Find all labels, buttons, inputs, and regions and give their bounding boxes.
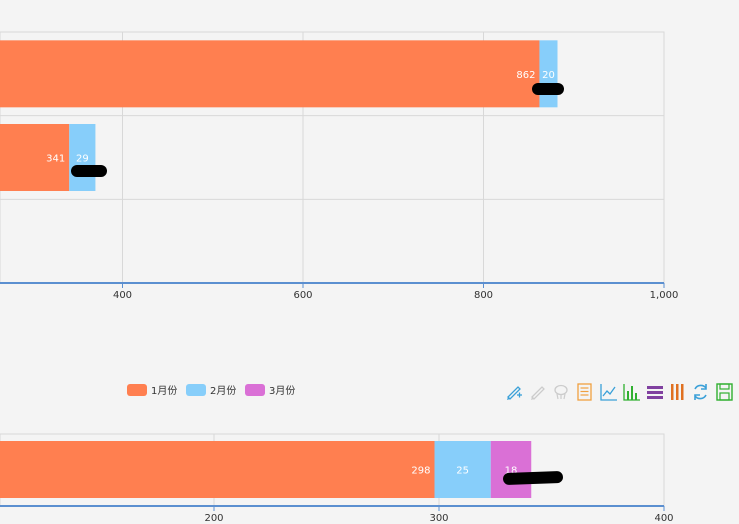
chart-top-bar	[69, 124, 96, 191]
chart-bottom-data-label: 25	[456, 466, 469, 477]
chart-top-bars: 862 20 341 29	[0, 40, 558, 191]
chart-bottom-x-ticks: 200 300 400	[204, 506, 674, 524]
chart-top-tick-label: 600	[293, 290, 312, 301]
chart-top-data-label: 341	[46, 154, 65, 165]
redaction-mark	[532, 83, 564, 95]
chart-bottom-tick-label: 200	[204, 513, 223, 524]
chart-bottom-data-label: 298	[411, 466, 430, 477]
chart-top-tick-label: 800	[474, 290, 493, 301]
zoom-reset-icon[interactable]	[531, 386, 545, 400]
legend-label: 3月份	[269, 385, 295, 397]
chart-top-x-ticks: 400 600 800 1,000	[113, 283, 678, 301]
redaction-mark	[503, 471, 563, 485]
restore-icon[interactable]	[694, 384, 707, 400]
chart-bottom-tick-label: 400	[654, 513, 673, 524]
chart-top-data-label: 29	[76, 154, 89, 165]
chart-bottom: 298 25 18 200 300 400	[0, 433, 674, 524]
chart-top-tick-label: 400	[113, 290, 132, 301]
chart-top-bar	[0, 124, 70, 191]
legend-label: 2月份	[210, 385, 236, 397]
chart-top-data-label: 20	[542, 70, 555, 81]
data-view-icon[interactable]	[577, 383, 592, 401]
chart-bottom-bar	[434, 441, 491, 498]
stack-icon[interactable]	[647, 386, 663, 399]
chart-bottom-tick-label: 300	[429, 513, 448, 524]
chart-bottom-bar	[490, 441, 532, 498]
line-chart-icon[interactable]	[600, 384, 617, 401]
chart-top-bar	[0, 40, 540, 108]
legend-label: 1月份	[151, 385, 177, 397]
chart-bottom-bars: 298 25 18	[0, 441, 532, 498]
chart-top: 862 20 341 29 400 600 800 1,000	[0, 31, 678, 301]
chart-bottom-data-label: 18	[505, 466, 518, 477]
lasso-icon[interactable]	[554, 384, 568, 400]
legend-swatch	[186, 384, 206, 396]
legend-swatch	[127, 384, 147, 396]
save-image-icon[interactable]	[716, 383, 733, 401]
chart-bottom-bar	[0, 441, 435, 498]
tiled-icon[interactable]	[671, 384, 684, 400]
bar-chart-icon[interactable]	[623, 384, 640, 401]
toolbox	[507, 383, 733, 401]
chart-top-data-label: 862	[516, 70, 535, 81]
legend-swatch	[245, 384, 265, 396]
redaction-marks	[71, 83, 564, 485]
legend: 1月份 2月份 3月份	[127, 384, 295, 397]
chart-top-tick-label: 1,000	[650, 290, 679, 301]
zoom-icon[interactable]	[507, 386, 522, 400]
redaction-mark	[71, 165, 107, 177]
